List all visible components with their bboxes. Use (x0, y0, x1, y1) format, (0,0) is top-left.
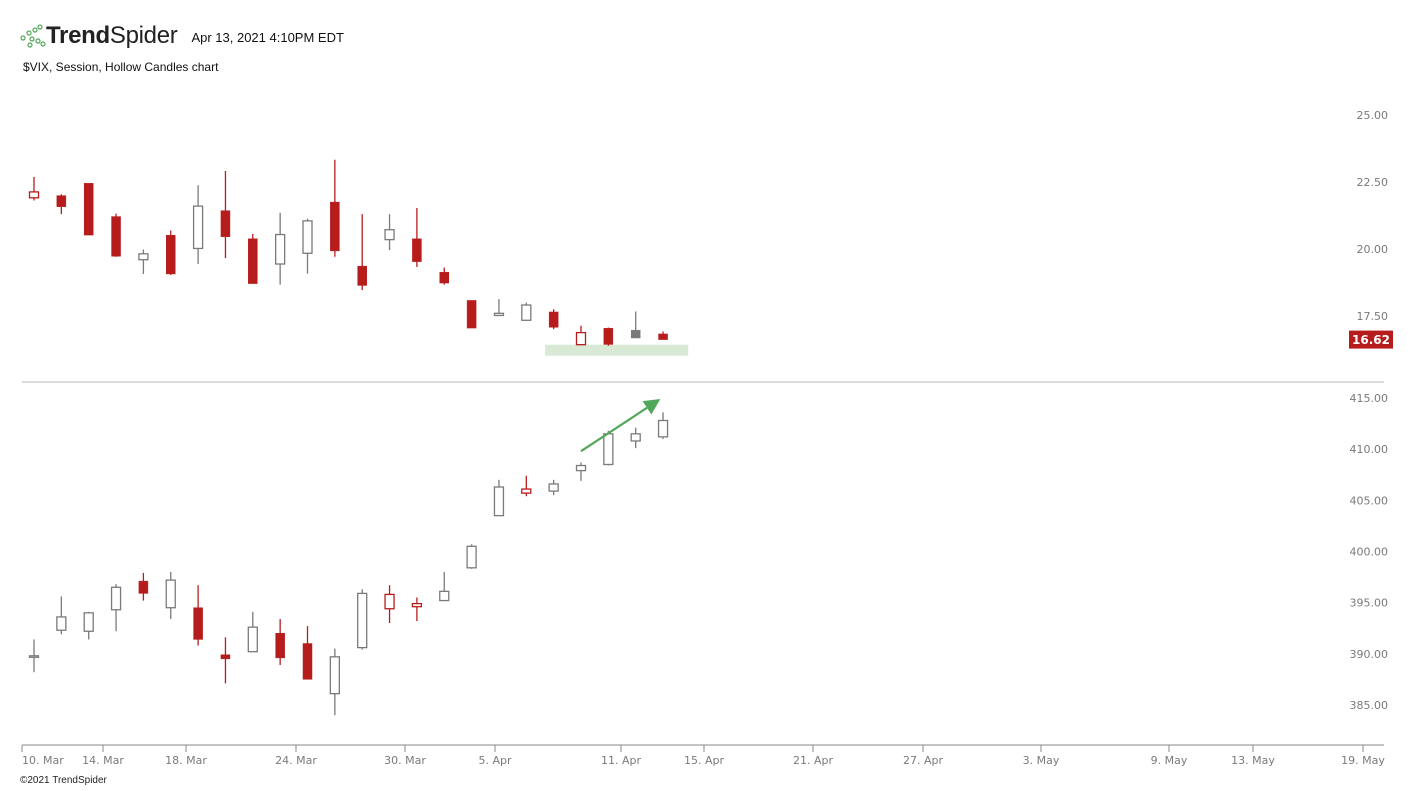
candle[interactable] (384, 214, 395, 251)
svg-text:16.62: 16.62 (1352, 333, 1390, 347)
x-axis-label: 13. May (1231, 754, 1275, 767)
x-axis-label: 27. Apr (903, 754, 943, 767)
candle[interactable] (111, 213, 121, 257)
trend-arrow[interactable] (580, 399, 661, 453)
x-axis-label: 24. Mar (275, 754, 317, 767)
trendspider-logo-icon (20, 24, 46, 48)
y-axis-label: 405.00 (1350, 494, 1389, 507)
candle[interactable] (548, 309, 559, 330)
chart-subtitle: $VIX, Session, Hollow Candles chart (23, 60, 219, 74)
y-axis-label: 22.50 (1357, 176, 1389, 189)
last-price-tag: 16.62 (1349, 330, 1393, 349)
candle[interactable] (193, 585, 203, 646)
candle[interactable] (575, 462, 587, 481)
candle[interactable] (329, 648, 341, 716)
x-axis-label: 9. May (1151, 754, 1188, 767)
brand-light: Spider (109, 22, 178, 49)
y-axis-label: 395.00 (1350, 597, 1389, 610)
candle[interactable] (657, 412, 669, 439)
x-axis-label: 5. Apr (478, 754, 511, 767)
candle[interactable] (138, 249, 149, 274)
bottom-pane: 415.00 410.00 405.00 400.00 395.00 390.00 385.… (28, 392, 1389, 716)
candle[interactable] (603, 327, 614, 346)
x-axis-label: 21. Apr (793, 754, 833, 767)
candle[interactable] (166, 230, 176, 275)
candle[interactable] (165, 571, 176, 619)
candle[interactable] (220, 637, 231, 684)
candle[interactable] (412, 207, 422, 267)
y-axis-label: 385.00 (1350, 699, 1389, 712)
candle[interactable] (192, 185, 204, 265)
brand-bold: Trend (46, 22, 110, 49)
y-axis-label: 415.00 (1350, 392, 1389, 405)
top-pane: 25.00 22.50 20.00 17.50 16.62 (28, 109, 1393, 356)
candle[interactable] (110, 584, 122, 632)
candle[interactable] (658, 331, 668, 340)
candle[interactable] (493, 479, 505, 517)
x-axis-label: 15. Apr (684, 754, 724, 767)
x-axis-label: 30. Mar (384, 754, 426, 767)
candle[interactable] (220, 171, 231, 259)
candle[interactable] (439, 571, 450, 602)
candle[interactable] (357, 214, 367, 291)
x-axis: 10. Mar 14. Mar 18. Mar 24. Mar 30. Mar 5. Ap… (21, 744, 1385, 767)
y-axis-label: 25.00 (1357, 109, 1389, 122)
y-axis-label: 20.00 (1357, 243, 1389, 256)
support-zone[interactable] (545, 344, 689, 356)
y-axis-label: 410.00 (1350, 443, 1389, 456)
header: TrendSpider Apr 13, 2021 4:10PM EDT (20, 22, 344, 50)
candle[interactable] (630, 427, 641, 449)
x-axis-label: 11. Apr (601, 754, 641, 767)
candle[interactable] (275, 618, 285, 666)
candle[interactable] (56, 194, 67, 215)
candle[interactable] (521, 302, 532, 321)
copyright: ©2021 TrendSpider (20, 775, 107, 786)
candle[interactable] (575, 325, 587, 346)
candle[interactable] (302, 218, 313, 274)
candle[interactable] (493, 299, 505, 317)
y-axis-label: 17.50 (1357, 310, 1389, 323)
candle[interactable] (138, 572, 149, 601)
x-axis-label: 14. Mar (82, 754, 124, 767)
candle[interactable] (83, 183, 94, 236)
candle[interactable] (247, 611, 258, 653)
candle[interactable] (83, 611, 94, 640)
timestamp: Apr 13, 2021 4:10PM EDT (191, 29, 344, 45)
candle[interactable] (357, 589, 368, 650)
candle[interactable] (330, 159, 340, 257)
candle[interactable] (274, 212, 286, 285)
candle[interactable] (466, 544, 477, 569)
x-axis-label: 18. Mar (165, 754, 207, 767)
candle[interactable] (248, 233, 258, 284)
candle[interactable] (384, 585, 395, 624)
brand-logo: TrendSpider (46, 22, 178, 50)
y-axis-label: 400.00 (1350, 545, 1389, 558)
candle[interactable] (56, 596, 67, 635)
candle[interactable] (411, 597, 423, 622)
y-axis-label: 390.00 (1350, 648, 1389, 661)
candle[interactable] (28, 639, 40, 673)
candle[interactable] (302, 626, 313, 680)
candle[interactable] (466, 300, 477, 329)
x-axis-label: 10. Mar (22, 754, 64, 767)
x-axis-label: 3. May (1023, 754, 1060, 767)
candle[interactable] (521, 475, 532, 497)
candle[interactable] (630, 311, 641, 339)
candle[interactable] (439, 267, 449, 285)
candle[interactable] (28, 176, 40, 201)
candle[interactable] (548, 479, 559, 496)
x-axis-label: 19. May (1341, 754, 1385, 767)
